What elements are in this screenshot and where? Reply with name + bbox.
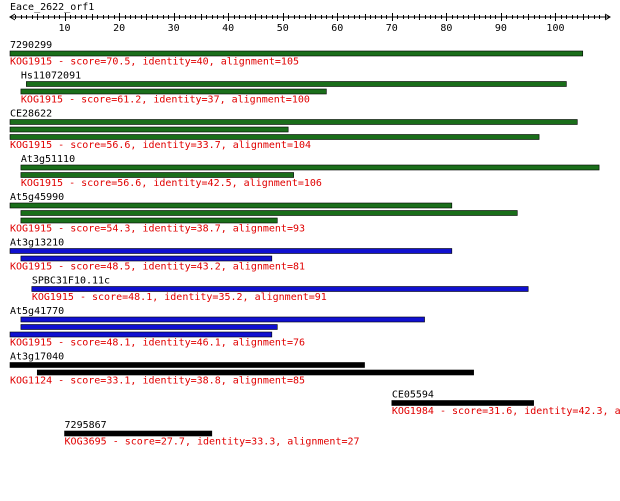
hit-block[interactable]: CE28622 KOG1915 - score=56.6, identity=33… — [9, 109, 578, 152]
ruler-tick-label: 70 — [386, 23, 398, 34]
alignment-bar[interactable] — [20, 164, 600, 171]
alignment-bar[interactable] — [20, 217, 278, 224]
ruler-tick-label: 40 — [222, 23, 234, 34]
alignment-bar[interactable] — [20, 210, 518, 216]
alignment-bar[interactable] — [9, 331, 273, 338]
ruler-tick-label: 20 — [113, 23, 125, 34]
alignment-bar[interactable] — [26, 81, 567, 87]
ruler-tick-label: 30 — [168, 23, 180, 34]
alignment-bar[interactable] — [36, 369, 474, 376]
alignment-bar[interactable] — [9, 202, 453, 209]
alignment-bar[interactable] — [64, 430, 213, 437]
hit-list: 7290299 KOG1915 - score=70.5, identity=40… — [9, 40, 620, 448]
hit-block[interactable]: SPBC31F10.11c KOG1915 - score=48.1, ident… — [31, 276, 529, 304]
hit-info: KOG1915 - score=48.1, identity=46.1, ali… — [10, 338, 305, 349]
ruler-left-arrow-icon — [9, 13, 16, 21]
hit-info: KOG1915 - score=56.6, identity=42.5, ali… — [21, 178, 322, 189]
hit-info: KOG1915 - score=48.1, identity=35.2, ali… — [32, 292, 327, 303]
ruler-tick-label: 50 — [277, 23, 289, 34]
hit-info: KOG1915 - score=48.5, identity=43.2, ali… — [10, 262, 305, 273]
query-ruler: 10 20 30 40 50 60 70 80 90 100 — [9, 13, 611, 34]
hit-info: KOG1915 - score=61.2, identity=37, align… — [21, 95, 310, 106]
hit-info: KOG1915 - score=70.5, identity=40, align… — [10, 57, 299, 68]
hit-block[interactable]: 7290299 KOG1915 - score=70.5, identity=40… — [9, 40, 584, 68]
alignment-bar[interactable] — [9, 248, 453, 254]
ruler-tick-label: 100 — [546, 23, 564, 34]
hit-name[interactable]: Hs11072091 — [21, 71, 81, 82]
hit-name[interactable]: At3g51110 — [21, 154, 75, 165]
hit-name[interactable]: 7295867 — [65, 420, 107, 431]
hit-block[interactable]: At3g13210 KOG1915 - score=48.5, identity=… — [9, 238, 453, 273]
alignment-bar[interactable] — [31, 286, 529, 292]
alignment-bar[interactable] — [9, 50, 584, 57]
hit-block[interactable]: At3g51110 KOG1915 - score=56.6, identity=… — [20, 154, 600, 189]
hit-info: KOG1915 - score=54.3, identity=38.7, ali… — [10, 224, 305, 235]
alignment-bar[interactable] — [20, 255, 273, 262]
hit-name[interactable]: At5g41770 — [10, 306, 64, 317]
hit-name[interactable]: SPBC31F10.11c — [32, 276, 110, 287]
alignment-bar[interactable] — [9, 119, 578, 125]
alignment-bar[interactable] — [9, 126, 289, 133]
hit-block[interactable]: CE05594 KOG1984 - score=31.6, identity=42… — [391, 390, 620, 418]
alignment-bar[interactable] — [20, 316, 425, 323]
alignment-bar[interactable] — [391, 400, 534, 406]
hit-info: KOG1915 - score=56.6, identity=33.7, ali… — [10, 140, 311, 151]
hit-info: KOG1984 - score=31.6, identity=42.3, ali… — [392, 406, 620, 417]
hit-block[interactable]: At5g45990 KOG1915 - score=54.3, identity=… — [9, 192, 518, 235]
hit-name[interactable]: At3g13210 — [10, 238, 64, 249]
alignment-bar[interactable] — [9, 134, 540, 140]
ruler-tick-label: 90 — [495, 23, 507, 34]
hit-name[interactable]: 7290299 — [10, 40, 52, 51]
ruler-right-arrow-icon — [604, 13, 611, 21]
ruler-tick-label: 60 — [331, 23, 343, 34]
ruler-tick-label: 10 — [59, 23, 71, 34]
query-title: Eace_2622_orf1 — [10, 2, 94, 13]
alignment-bar[interactable] — [20, 88, 327, 95]
alignment-bar[interactable] — [20, 324, 278, 330]
hit-block[interactable]: At5g41770 KOG1915 - score=48.1, identity=… — [9, 306, 425, 349]
hit-info: KOG3695 - score=27.7, identity=33.3, ali… — [65, 437, 360, 448]
alignment-bar[interactable] — [9, 362, 365, 368]
hit-block[interactable]: Hs11072091 KOG1915 - score=61.2, identity… — [20, 71, 567, 106]
alignment-bar[interactable] — [20, 172, 294, 178]
hit-name[interactable]: At5g45990 — [10, 192, 64, 203]
hit-name[interactable]: CE28622 — [10, 109, 52, 120]
hit-name[interactable]: At3g17040 — [10, 352, 64, 363]
ruler-tick-label: 80 — [440, 23, 452, 34]
hit-name[interactable]: CE05594 — [392, 390, 434, 401]
hit-block[interactable]: At3g17040 KOG1124 - score=33.1, identity=… — [9, 352, 474, 387]
hit-block[interactable]: 7295867 KOG3695 - score=27.7, identity=33… — [64, 420, 360, 448]
hit-info: KOG1124 - score=33.1, identity=38.8, ali… — [10, 376, 305, 387]
